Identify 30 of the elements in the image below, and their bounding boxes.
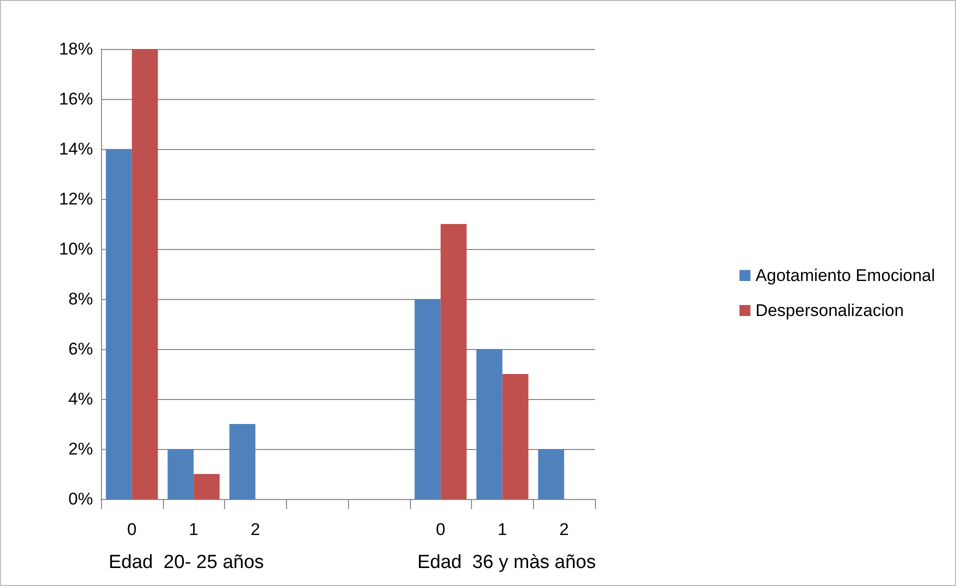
bar <box>168 449 194 499</box>
y-tick-label: 10% <box>58 240 93 258</box>
y-tick-label: 8% <box>68 290 93 308</box>
x-tick-label: 0 <box>127 520 137 539</box>
text: Edad 20- 25 años <box>108 552 264 573</box>
y-tick-label: 14% <box>58 140 93 158</box>
y-tick-label: 18% <box>58 40 93 58</box>
bar <box>132 49 158 499</box>
x-tick-label: 2 <box>559 520 569 539</box>
y-tick-label: 4% <box>68 390 93 408</box>
x-tick-label: 0 <box>436 520 446 539</box>
text: Edad 36 y màs años <box>417 552 596 573</box>
y-tick-label: 12% <box>58 190 93 208</box>
y-tick-label: 2% <box>68 440 93 458</box>
bar <box>476 349 502 499</box>
legend-label: Agotamiento Emocional <box>755 266 935 285</box>
legend-label: Despersonalizacion <box>755 301 904 320</box>
bar <box>414 299 441 499</box>
y-tick-label: 6% <box>68 340 93 358</box>
bar <box>538 449 564 499</box>
bar <box>194 474 220 499</box>
y-tick-label: 16% <box>58 90 93 108</box>
y-tick-label: 0% <box>68 490 93 508</box>
x-tick-label: 1 <box>498 520 508 539</box>
x-tick-label: 2 <box>250 520 260 539</box>
x-tick-label: 1 <box>188 520 198 539</box>
bar <box>440 224 467 499</box>
bar <box>229 424 256 499</box>
bar <box>502 374 528 499</box>
bar <box>106 149 132 499</box>
